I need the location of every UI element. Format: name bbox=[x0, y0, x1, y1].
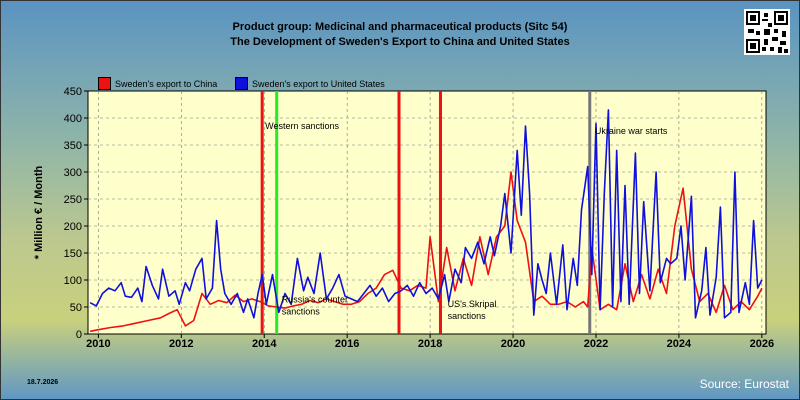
y-tick-label: 400 bbox=[64, 113, 82, 125]
annotation-label: Ukraine war starts bbox=[595, 126, 668, 136]
legend-label-china: Sweden's export to China bbox=[115, 78, 218, 89]
x-tick-label: 2012 bbox=[169, 338, 193, 350]
series-line-china bbox=[89, 171, 763, 333]
chart-title: Product group: Medicinal and pharmaceuti… bbox=[232, 21, 568, 33]
source-label: Source: Eurostat bbox=[699, 377, 789, 391]
y-tick-label: 300 bbox=[64, 167, 82, 179]
chart-subtitle: The Development of Sweden's Export to Ch… bbox=[230, 36, 570, 48]
y-tick-label: 0 bbox=[76, 329, 82, 341]
legend-us: Sweden's export to United States bbox=[235, 77, 385, 90]
annotation-label: sanctions bbox=[282, 307, 321, 317]
x-tick-label: 2022 bbox=[584, 338, 608, 350]
series-line-us bbox=[89, 109, 763, 319]
y-tick-label: 450 bbox=[64, 86, 82, 98]
x-tick-label: 2020 bbox=[501, 338, 525, 350]
x-tick-label: 2010 bbox=[86, 338, 110, 350]
legend-china: Sweden's export to China bbox=[98, 77, 217, 90]
date-stamp: 18.7.2026 bbox=[27, 379, 59, 386]
x-tick-label: 2024 bbox=[667, 338, 692, 350]
x-tick-label: 2018 bbox=[418, 338, 442, 350]
legend-swatch-china bbox=[98, 77, 111, 90]
y-tick-label: 200 bbox=[64, 221, 82, 233]
y-axis-label: * Million € / Month bbox=[33, 165, 45, 259]
x-tick-label: 2026 bbox=[750, 338, 774, 350]
y-tick-label: 150 bbox=[64, 248, 82, 260]
qr-code-icon[interactable] bbox=[744, 9, 790, 55]
x-tick-label: 2014 bbox=[252, 338, 277, 350]
annotation-label: Russia's counter bbox=[282, 295, 348, 305]
legend-swatch-us bbox=[235, 77, 248, 90]
y-tick-label: 100 bbox=[64, 275, 82, 287]
annotation-label: Western sanctions bbox=[265, 121, 339, 131]
legend-label-us: Sweden's export to United States bbox=[252, 78, 385, 89]
y-tick-label: 250 bbox=[64, 194, 82, 206]
x-tick-label: 2016 bbox=[335, 338, 359, 350]
y-tick-label: 350 bbox=[64, 140, 82, 152]
annotation-label: US's Skripal bbox=[448, 299, 497, 309]
annotation-label: sanctions bbox=[448, 311, 487, 321]
y-tick-label: 50 bbox=[70, 302, 82, 314]
